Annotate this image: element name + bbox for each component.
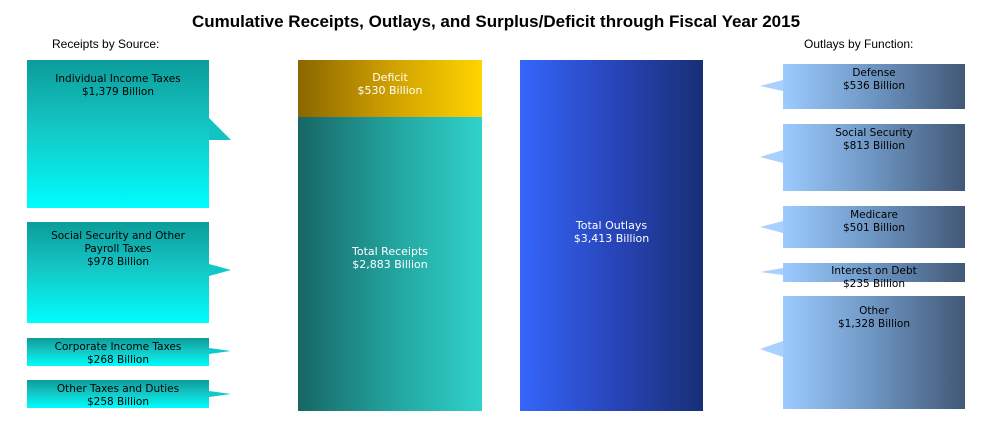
receipt-box-payroll: Social Security and Other Payroll Taxes … (27, 222, 209, 323)
outlay-box-medicare: Medicare $501 Billion (783, 206, 965, 248)
outlay-label: Other (859, 305, 889, 317)
tail-individual-income (209, 118, 231, 140)
receipt-box-other-taxes: Other Taxes and Duties $258 Billion (27, 380, 209, 408)
outlay-box-interest: Interest on Debt $235 Billion (783, 263, 965, 290)
tail-interest (760, 268, 783, 275)
chart-title: Cumulative Receipts, Outlays, and Surplu… (191, 12, 801, 31)
receipt-value: $268 Billion (86, 354, 149, 366)
outlay-label: Defense (852, 67, 896, 79)
receipt-box-individual-income: Individual Income Taxes $1,379 Billion (27, 60, 209, 208)
receipt-label: Individual Income Taxes (55, 73, 181, 85)
outlay-value: $536 Billion (842, 80, 905, 92)
receipt-label: Other Taxes and Duties (56, 383, 180, 395)
outlay-value: $1,328 Billion (837, 318, 911, 330)
receipt-value: $978 Billion (86, 256, 149, 268)
outlay-label: Medicare (850, 209, 898, 221)
deficit-label: Deficit (372, 71, 408, 84)
outlay-label: Social Security (835, 127, 913, 139)
total-outlays-label: Total Outlays (575, 219, 648, 232)
tail-other-outlays (760, 341, 783, 357)
deficit-segment: Deficit $530 Billion (298, 60, 482, 117)
tail-social-security (760, 150, 783, 163)
tail-defense (760, 80, 783, 91)
total-receipts-segment: Total Receipts $2,883 Billion (298, 117, 482, 411)
receipt-value: $258 Billion (86, 396, 149, 408)
outlay-box-other: Other $1,328 Billion (783, 296, 965, 409)
outlay-box-defense: Defense $536 Billion (783, 64, 965, 109)
total-receipts-label: Total Receipts (351, 245, 428, 258)
total-receipts-value: $2,883 Billion (352, 258, 428, 271)
receipt-label: Corporate Income Taxes (54, 341, 182, 353)
outlay-label: Interest on Debt (831, 265, 917, 277)
tail-corporate (209, 348, 231, 354)
outlays-heading: Outlays by Function: (804, 37, 914, 51)
receipts-heading: Receipts by Source: (52, 37, 160, 51)
outlay-value: $235 Billion (842, 278, 905, 290)
receipt-value: $1,379 Billion (81, 86, 155, 98)
outlay-value: $813 Billion (842, 140, 905, 152)
receipt-box-corporate: Corporate Income Taxes $268 Billion (27, 338, 209, 366)
total-outlays-bar: Total Outlays $3,413 Billion (520, 60, 703, 411)
tail-payroll (209, 264, 231, 276)
outlay-box-social-security: Social Security $813 Billion (783, 124, 965, 191)
outlay-value: $501 Billion (842, 222, 905, 234)
tail-medicare (760, 221, 783, 233)
deficit-value: $530 Billion (357, 84, 423, 97)
receipt-label: Social Security and Other Payroll Taxes (51, 230, 185, 255)
total-outlays-value: $3,413 Billion (573, 232, 650, 245)
tail-other-taxes (209, 391, 231, 397)
